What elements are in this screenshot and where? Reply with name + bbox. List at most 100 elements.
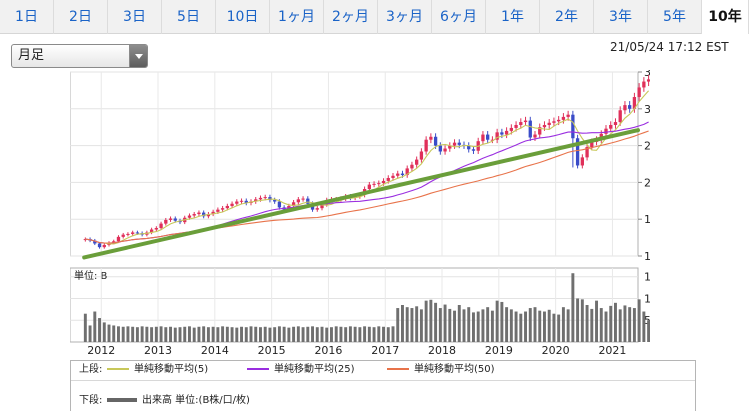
volume-bar bbox=[590, 308, 594, 342]
tab-1[interactable]: 2日 bbox=[54, 0, 108, 34]
volume-bar bbox=[126, 326, 130, 342]
volume-bar bbox=[585, 305, 589, 342]
volume-bar bbox=[405, 307, 409, 342]
period-select-value: 月足 bbox=[18, 48, 45, 63]
candle-body bbox=[263, 197, 267, 199]
candle-body bbox=[400, 173, 405, 176]
volume-tick-label: 10B bbox=[644, 292, 650, 305]
tab-8[interactable]: 6ヶ月 bbox=[432, 0, 486, 34]
candle-body bbox=[116, 236, 121, 242]
volume-bar bbox=[481, 309, 485, 342]
tab-11[interactable]: 3年 bbox=[594, 0, 648, 34]
candle-body bbox=[547, 122, 551, 125]
tab-5[interactable]: 1ヶ月 bbox=[270, 0, 324, 34]
legend-sma25: 単純移動平均(25) bbox=[247, 363, 355, 377]
candle-body bbox=[443, 148, 447, 152]
price-tick-label: 35,000 bbox=[644, 70, 650, 79]
candle-body bbox=[628, 105, 632, 109]
tab-10[interactable]: 2年 bbox=[540, 0, 594, 34]
year-tick-label: 2017 bbox=[371, 344, 399, 354]
volume-bar bbox=[230, 327, 234, 342]
candle-body bbox=[613, 122, 618, 125]
candle-body bbox=[254, 199, 258, 202]
candle-body bbox=[575, 138, 580, 166]
volume-bar bbox=[500, 301, 504, 342]
candle-body bbox=[467, 145, 471, 150]
volume-bar bbox=[367, 326, 371, 342]
volume-bar bbox=[419, 309, 423, 342]
volume-bar bbox=[145, 326, 149, 342]
candle-body bbox=[164, 219, 168, 224]
volume-bar bbox=[334, 326, 338, 342]
volume-bar bbox=[429, 299, 433, 342]
volume-bar bbox=[235, 327, 239, 342]
volume-bar bbox=[382, 326, 386, 342]
volume-bar bbox=[135, 327, 139, 342]
candle-body bbox=[481, 134, 485, 142]
volume-bar bbox=[377, 326, 381, 342]
candle-body bbox=[320, 204, 324, 209]
tab-3[interactable]: 5日 bbox=[162, 0, 216, 34]
volume-bar bbox=[178, 327, 182, 342]
volume-bar bbox=[221, 326, 225, 342]
candle-body bbox=[557, 119, 561, 122]
volume-bar bbox=[296, 326, 300, 342]
volume-bar bbox=[543, 311, 546, 342]
candle-body bbox=[131, 232, 135, 234]
volume-bar bbox=[557, 314, 561, 342]
candle-body bbox=[448, 145, 452, 149]
volume-bar bbox=[552, 313, 556, 342]
range-tabs: 1日 2日 3日 5日 10日 1ヶ月 2ヶ月 3ヶ月 6ヶ月 1年 2年 3年 5年 10年 bbox=[0, 0, 749, 34]
year-tick-label: 2012 bbox=[87, 344, 115, 354]
period-select[interactable]: 月足 bbox=[11, 44, 148, 68]
candle-body bbox=[192, 214, 196, 216]
year-tick-label: 2016 bbox=[314, 344, 342, 354]
year-tick-label: 2015 bbox=[258, 344, 286, 354]
candle-body bbox=[102, 244, 106, 248]
volume-bar bbox=[533, 307, 537, 342]
tab-7[interactable]: 3ヶ月 bbox=[378, 0, 432, 34]
tab-6[interactable]: 2ヶ月 bbox=[324, 0, 378, 34]
volume-bar bbox=[519, 313, 523, 342]
volume-bar bbox=[580, 299, 584, 342]
legend-sma50: 単純移動平均(50) bbox=[387, 363, 495, 377]
volume-bar bbox=[571, 273, 575, 342]
trendline bbox=[82, 128, 640, 260]
candle-body bbox=[637, 87, 641, 98]
volume-bar bbox=[386, 327, 390, 342]
tab-0[interactable]: 1日 bbox=[0, 0, 54, 34]
year-tick-label: 2021 bbox=[598, 344, 626, 354]
volume-bar bbox=[121, 326, 125, 342]
candle-body bbox=[396, 173, 400, 176]
volume-bar bbox=[490, 310, 494, 342]
volume-bar bbox=[547, 309, 551, 342]
volume-unit-label: 単位: B bbox=[74, 269, 108, 282]
volume-bar bbox=[538, 310, 542, 342]
candle-body bbox=[121, 234, 125, 237]
candle-body bbox=[244, 200, 248, 204]
candle-body bbox=[609, 124, 613, 129]
legend-lower-row: 下段: 出来高 単位:(B株/口/枚) bbox=[79, 394, 250, 408]
volume-bar bbox=[599, 308, 603, 342]
year-tick-label: 2014 bbox=[201, 344, 229, 354]
volume-bar bbox=[401, 305, 404, 342]
tab-9[interactable]: 1年 bbox=[486, 0, 540, 34]
volume-bar bbox=[486, 307, 490, 342]
volume-bar bbox=[169, 326, 173, 342]
candle-body bbox=[490, 139, 495, 141]
chevron-down-icon[interactable] bbox=[129, 45, 147, 67]
volume-bar bbox=[244, 327, 248, 342]
volume-bar bbox=[292, 326, 296, 342]
tab-12[interactable]: 5年 bbox=[648, 0, 702, 34]
price-tick-label: 10,000 bbox=[644, 250, 650, 263]
tab-13[interactable]: 10年 bbox=[702, 0, 749, 34]
candle-body bbox=[523, 120, 528, 123]
volume-bar bbox=[363, 326, 367, 342]
tab-4[interactable]: 10日 bbox=[216, 0, 270, 34]
volume-bar bbox=[263, 326, 267, 342]
candle-body bbox=[239, 200, 244, 202]
volume-bar bbox=[344, 327, 348, 342]
tab-2[interactable]: 3日 bbox=[108, 0, 162, 34]
candle-body bbox=[277, 201, 282, 208]
candle-body bbox=[590, 141, 594, 148]
